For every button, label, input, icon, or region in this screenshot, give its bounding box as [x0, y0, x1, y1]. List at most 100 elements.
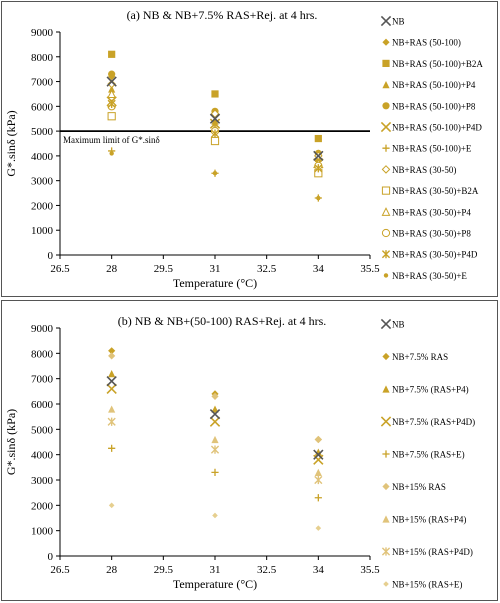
legend-marker — [382, 483, 389, 490]
legend-entry: NB+RAS (50-100) — [392, 38, 461, 48]
data-point — [316, 196, 320, 200]
x-tick-label: 28 — [106, 263, 118, 275]
data-point — [315, 476, 322, 484]
x-tick-label: 29.5 — [154, 263, 174, 275]
legend-marker — [381, 417, 390, 426]
data-point — [108, 405, 115, 412]
legend-entry: NB+15% RAS — [392, 482, 446, 492]
legend-marker — [382, 60, 389, 67]
legend-entry: NB+RAS (50-100)+E — [392, 144, 472, 154]
y-tick-label: 7000 — [31, 77, 54, 89]
legend-marker — [382, 353, 389, 360]
chart-panel-b: (b) NB & NB+(50-100) RAS+Rej. at 4 hrs. 0… — [1, 300, 498, 601]
legend-entry: NB+RAS (30-50)+P4D — [392, 250, 478, 260]
x-tick-label: 32.5 — [257, 564, 277, 576]
x-tick-label: 35.5 — [360, 564, 380, 576]
chart-title: (b) NB & NB+(50-100) RAS+Rej. at 4 hrs. — [118, 314, 327, 328]
x-tick-label: 34 — [313, 263, 325, 275]
y-axis-label: G*.sinδ (kPa) — [4, 409, 18, 475]
y-tick-label: 2000 — [31, 500, 54, 512]
legend-entry: NB+RAS (50-100)+P8 — [392, 101, 476, 111]
legend-entry: NB+RAS (30-50)+B2A — [392, 186, 479, 196]
legend-marker — [381, 319, 390, 328]
legend-entry: NB — [392, 17, 405, 27]
y-tick-label: 4000 — [31, 151, 54, 163]
y-tick-label: 8000 — [31, 348, 54, 360]
legend-marker — [382, 39, 389, 46]
y-tick-label: 2000 — [31, 200, 54, 212]
chart-a-svg: (a) NB & NB+7.5% RAS+Rej. at 4 hrs. 0 1000… — [2, 2, 497, 296]
y-tick-label: 4000 — [31, 450, 54, 462]
legend-marker — [382, 166, 389, 173]
legend-entry: NB+RAS (30-50)+P8 — [392, 229, 471, 239]
data-point — [108, 370, 115, 377]
y-tick-label: 5000 — [31, 424, 54, 436]
chart-panel-a: (a) NB & NB+7.5% RAS+Rej. at 4 hrs. 0 1000… — [1, 1, 498, 297]
data-point — [211, 90, 218, 97]
legend-entry: NB+7.5% (RAS+P4) — [392, 385, 469, 395]
data-point — [108, 71, 115, 78]
y-tick-label: 0 — [48, 551, 54, 563]
x-tick-label: 28 — [106, 564, 118, 576]
x-tick-label: 32.5 — [257, 263, 277, 275]
legend-marker — [382, 229, 389, 236]
data-point — [315, 135, 322, 142]
reference-line-label: Maximum limit of G*.sinδ — [63, 135, 160, 145]
legend-marker — [382, 385, 389, 392]
legend-entry: NB+RAS (30-50) — [392, 165, 456, 175]
data-point — [211, 446, 218, 454]
data-point — [108, 445, 115, 452]
legend-entry: NB — [392, 320, 405, 330]
chart-title: (a) NB & NB+7.5% RAS+Rej. at 4 hrs. — [127, 8, 318, 22]
legend-marker — [383, 581, 389, 587]
x-tick-label: 34 — [313, 564, 325, 576]
x-axis-label: Temperature (°C) — [173, 577, 257, 591]
data-point — [315, 436, 322, 443]
data-point — [213, 171, 217, 175]
legend-entry: NB+RAS (30-50)+P4 — [392, 207, 471, 217]
legend-marker — [382, 515, 389, 522]
legend-marker — [382, 250, 389, 258]
legend-entry: NB+RAS (50-100)+P4 — [392, 80, 476, 90]
legend-marker — [382, 145, 389, 152]
y-tick-label: 1000 — [31, 526, 54, 538]
data-point — [109, 151, 113, 155]
data-point — [314, 455, 323, 464]
x-tick-label: 35.5 — [360, 263, 380, 275]
y-tick-label: 6000 — [31, 399, 54, 411]
legend-entry: NB+15% (RAS+P4D) — [392, 547, 473, 557]
x-tick-label: 26.5 — [50, 564, 70, 576]
y-tick-label: 9000 — [31, 27, 54, 39]
x-axis-label: Temperature (°C) — [173, 276, 257, 290]
legend-entry: NB+RAS (50-100)+P4D — [392, 123, 482, 133]
y-tick-label: 7000 — [31, 374, 54, 386]
legend-entry: NB+7.5% (RAS+E) — [392, 450, 465, 460]
data-point — [211, 137, 218, 144]
data-point — [211, 469, 218, 476]
data-point — [212, 513, 218, 519]
y-axis-label: G*.sinδ (kPa) — [4, 110, 18, 176]
data-point — [109, 503, 115, 509]
data-point — [108, 418, 115, 426]
legend-marker — [382, 208, 389, 215]
legend-entry: NB+7.5% (RAS+P4D) — [392, 417, 475, 427]
data-point — [316, 525, 322, 531]
y-tick-label: 8000 — [31, 52, 54, 64]
y-tick-label: 1000 — [31, 225, 54, 237]
legend-marker — [382, 450, 389, 457]
legend-marker — [384, 273, 388, 277]
y-tick-label: 3000 — [31, 176, 54, 188]
data-point — [210, 417, 219, 426]
legend-entry: NB+RAS (30-50)+E — [392, 271, 467, 281]
y-tick-label: 5000 — [31, 126, 54, 138]
legend-entry: NB+RAS (50-100)+B2A — [392, 59, 483, 69]
chart-b-svg: (b) NB & NB+(50-100) RAS+Rej. at 4 hrs. 0… — [2, 301, 497, 600]
y-tick-label: 3000 — [31, 475, 54, 487]
data-point — [108, 113, 115, 120]
legend-marker — [382, 187, 389, 194]
legend-marker — [382, 102, 389, 109]
data-point — [315, 494, 322, 501]
data-point — [211, 436, 218, 443]
x-tick-label: 31 — [210, 564, 221, 576]
x-tick-label: 31 — [210, 263, 221, 275]
